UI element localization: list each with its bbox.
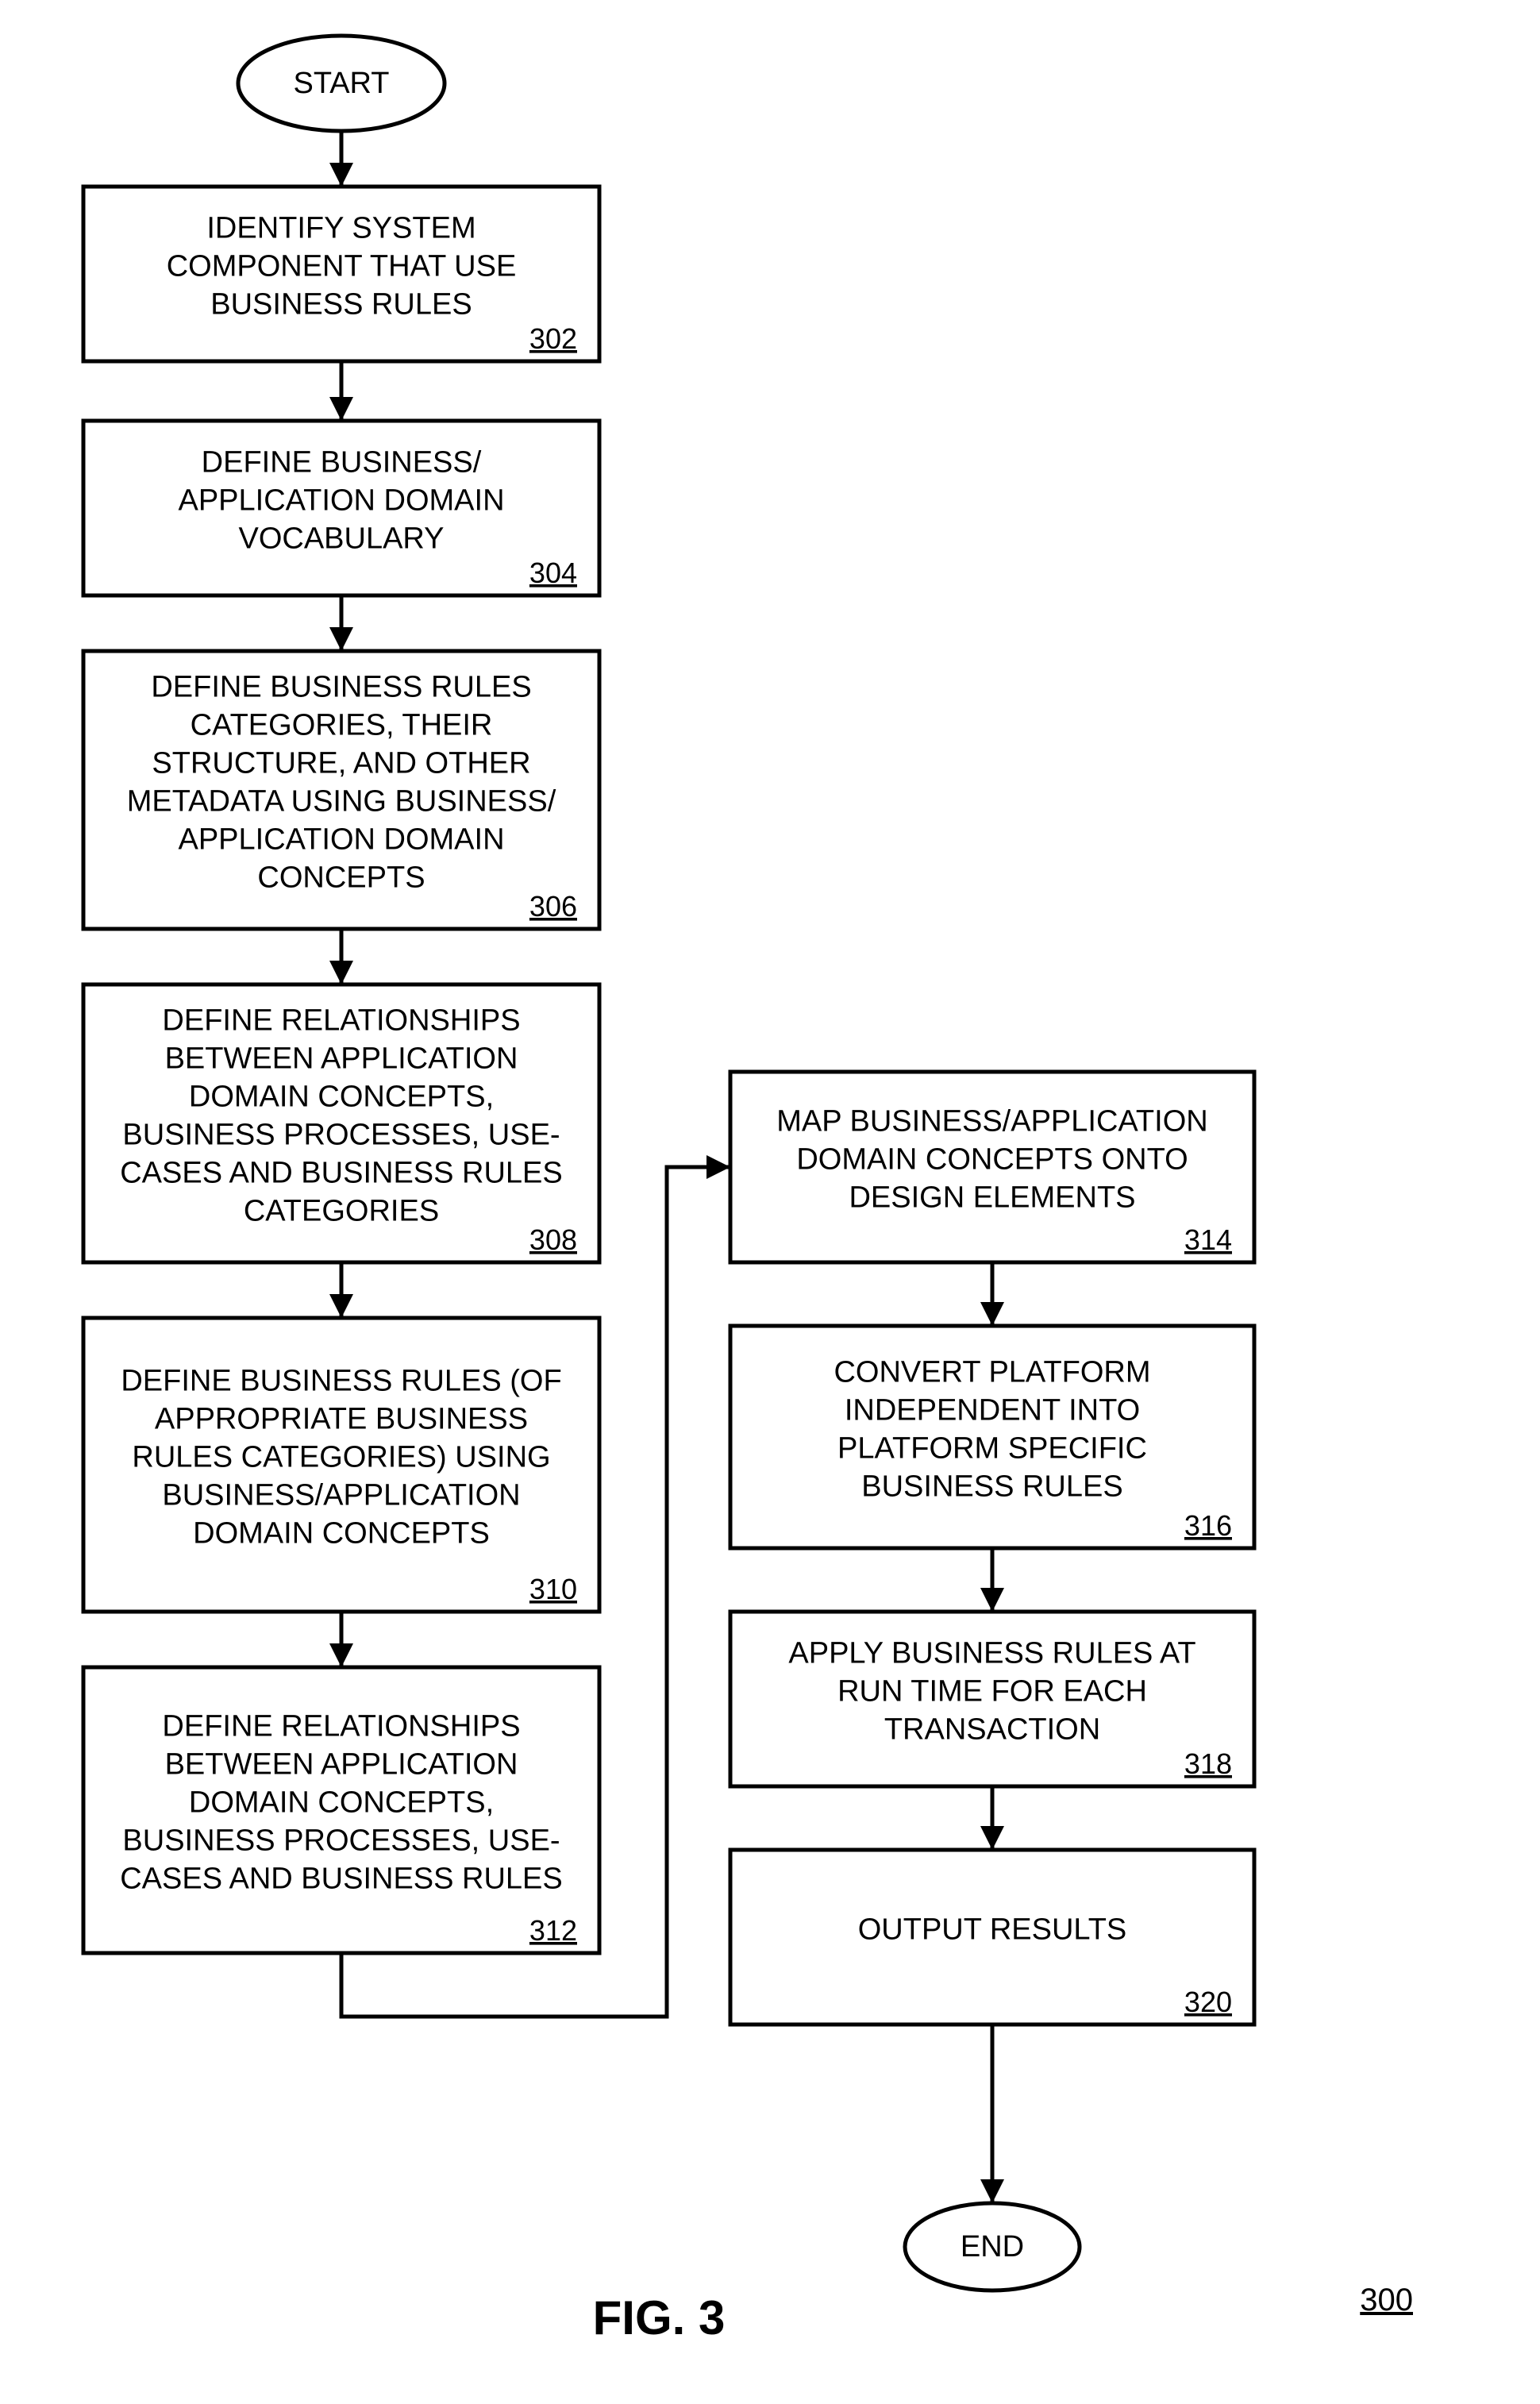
step-306-line-0: DEFINE BUSINESS RULES xyxy=(151,670,531,703)
step-316-line-0: CONVERT PLATFORM xyxy=(834,1355,1150,1389)
step-306-line-2: STRUCTURE, AND OTHER xyxy=(152,746,530,780)
step-320-ref: 320 xyxy=(1184,1986,1232,2018)
step-318-ref: 318 xyxy=(1184,1747,1232,1780)
step-318-line-2: TRANSACTION xyxy=(884,1712,1100,1746)
step-310-line-0: DEFINE BUSINESS RULES (OF xyxy=(121,1364,561,1397)
end-label: END xyxy=(961,2230,1024,2263)
step-306-line-1: CATEGORIES, THEIR xyxy=(191,708,493,742)
step-306-line-4: APPLICATION DOMAIN xyxy=(178,823,504,856)
step-310-line-2: RULES CATEGORIES) USING xyxy=(132,1440,550,1474)
step-308-line-3: BUSINESS PROCESSES, USE- xyxy=(122,1118,560,1151)
step-302-ref: 302 xyxy=(529,322,577,355)
step-304-line-0: DEFINE BUSINESS/ xyxy=(202,445,482,479)
step-310-line-1: APPROPRIATE BUSINESS xyxy=(155,1402,528,1435)
step-310-line-4: DOMAIN CONCEPTS xyxy=(193,1516,490,1550)
step-318-line-0: APPLY BUSINESS RULES AT xyxy=(788,1636,1195,1670)
step-314-line-0: MAP BUSINESS/APPLICATION xyxy=(776,1104,1207,1138)
step-312-line-1: BETWEEN APPLICATION xyxy=(165,1747,518,1781)
step-302-line-1: COMPONENT THAT USE xyxy=(167,249,517,283)
step-308-line-5: CATEGORIES xyxy=(244,1194,439,1227)
step-316-line-1: INDEPENDENT INTO xyxy=(845,1393,1140,1427)
step-308-line-1: BETWEEN APPLICATION xyxy=(165,1042,518,1075)
figure-number: 300 xyxy=(1360,2283,1413,2317)
step-314-line-1: DOMAIN CONCEPTS ONTO xyxy=(796,1142,1188,1176)
step-314-line-2: DESIGN ELEMENTS xyxy=(849,1181,1135,1214)
step-314-ref: 314 xyxy=(1184,1223,1232,1256)
step-308-ref: 308 xyxy=(529,1223,577,1256)
step-306-ref: 306 xyxy=(529,890,577,923)
step-318-line-1: RUN TIME FOR EACH xyxy=(837,1674,1147,1708)
step-304-line-1: APPLICATION DOMAIN xyxy=(178,483,504,517)
step-306-line-5: CONCEPTS xyxy=(257,861,425,894)
step-302-line-0: IDENTIFY SYSTEM xyxy=(206,211,475,245)
step-306-line-3: METADATA USING BUSINESS/ xyxy=(127,784,556,818)
step-310-ref: 310 xyxy=(529,1573,577,1605)
step-312-line-0: DEFINE RELATIONSHIPS xyxy=(162,1709,520,1743)
step-312-ref: 312 xyxy=(529,1914,577,1947)
step-316-line-3: BUSINESS RULES xyxy=(861,1470,1122,1503)
step-316-line-2: PLATFORM SPECIFIC xyxy=(837,1431,1147,1465)
step-312-line-2: DOMAIN CONCEPTS, xyxy=(189,1786,494,1819)
step-316-ref: 316 xyxy=(1184,1509,1232,1542)
step-312-line-4: CASES AND BUSINESS RULES xyxy=(120,1862,563,1895)
step-304-line-2: VOCABULARY xyxy=(238,522,444,555)
step-308-line-2: DOMAIN CONCEPTS, xyxy=(189,1080,494,1113)
step-308-line-4: CASES AND BUSINESS RULES xyxy=(120,1156,563,1189)
step-304-ref: 304 xyxy=(529,557,577,589)
flowchart: IDENTIFY SYSTEM COMPONENT THAT USE BUSINES… xyxy=(0,0,1540,2404)
step-302-line-2: BUSINESS RULES xyxy=(210,287,472,321)
figure-label: FIG. 3 xyxy=(593,2291,726,2344)
step-320-line-0: OUTPUT RESULTS xyxy=(858,1913,1127,1946)
step-312-line-3: BUSINESS PROCESSES, USE- xyxy=(122,1824,560,1857)
step-310-line-3: BUSINESS/APPLICATION xyxy=(162,1478,520,1512)
start-label: START xyxy=(293,67,389,100)
step-308-line-0: DEFINE RELATIONSHIPS xyxy=(162,1004,520,1037)
